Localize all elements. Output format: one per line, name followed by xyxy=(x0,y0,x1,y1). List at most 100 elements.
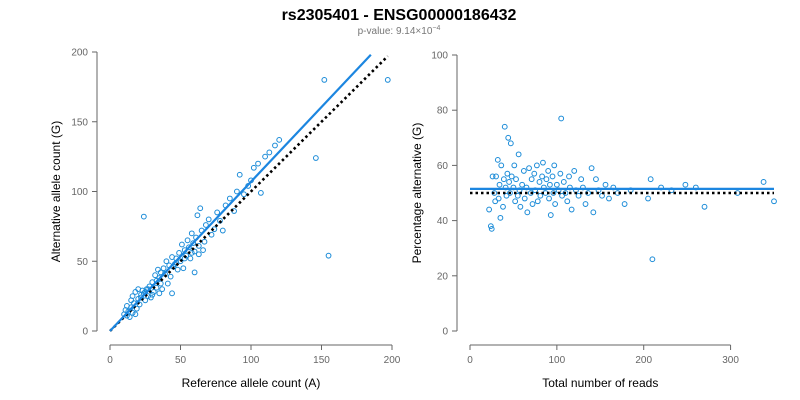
y-tick-label: 0 xyxy=(442,327,448,338)
data-point xyxy=(501,123,508,130)
data-point xyxy=(183,252,190,259)
data-point xyxy=(511,162,518,169)
data-point xyxy=(524,209,531,216)
x-tick-label: 200 xyxy=(384,355,401,366)
data-point xyxy=(487,223,494,230)
data-point xyxy=(126,314,133,320)
data-point xyxy=(129,293,136,300)
y-tick-label: 100 xyxy=(431,51,448,62)
data-point xyxy=(312,155,319,161)
data-point xyxy=(132,311,139,318)
data-point xyxy=(188,230,195,237)
data-point xyxy=(528,176,535,183)
data-point xyxy=(176,249,182,256)
data-point xyxy=(495,195,502,202)
data-point xyxy=(602,181,609,188)
data-point xyxy=(255,160,261,167)
data-point xyxy=(500,203,506,210)
data-point xyxy=(384,77,391,83)
data-point xyxy=(564,198,571,205)
y-tick-label: 20 xyxy=(437,271,449,282)
data-point xyxy=(491,190,498,196)
data-point xyxy=(140,213,147,220)
subtitle-pvalue: p-value: 9.14×10 xyxy=(358,26,433,37)
allele-count-scatter-panel: 0 50 100 150 200 0 50 100 150 200 Reference allele… xyxy=(49,48,401,391)
data-point xyxy=(164,280,171,287)
data-point xyxy=(546,195,552,202)
data-point xyxy=(503,192,510,199)
data-point xyxy=(179,241,185,248)
data-point xyxy=(272,142,278,149)
data-point xyxy=(536,179,543,185)
data-point xyxy=(521,195,528,202)
data-point xyxy=(147,294,154,301)
data-point xyxy=(606,195,612,202)
y-tick-label: 60 xyxy=(437,161,449,172)
x-tick-label: 0 xyxy=(467,355,473,366)
x-axis-label: Reference allele count (A) xyxy=(182,376,321,390)
data-point xyxy=(257,189,264,196)
data-point xyxy=(649,256,656,263)
data-point xyxy=(571,168,578,174)
data-point xyxy=(562,190,569,196)
y-tick-label: 200 xyxy=(71,48,88,59)
x-tick-label: 150 xyxy=(313,355,330,366)
data-point xyxy=(513,176,519,183)
data-point xyxy=(682,181,689,188)
x-tick-label: 100 xyxy=(549,355,566,366)
data-point xyxy=(533,162,540,169)
data-point xyxy=(593,176,599,183)
data-point xyxy=(506,179,512,185)
data-point xyxy=(195,251,202,258)
data-point xyxy=(527,190,534,196)
data-point xyxy=(545,168,552,174)
fit-line xyxy=(109,54,372,332)
data-point xyxy=(558,115,565,122)
data-point xyxy=(136,301,143,308)
data-point xyxy=(497,214,504,221)
data-point xyxy=(190,240,197,247)
data-point xyxy=(266,149,273,156)
data-point xyxy=(156,290,163,297)
data-point xyxy=(553,181,560,188)
data-point xyxy=(514,192,521,199)
data-point xyxy=(588,165,595,172)
data-point xyxy=(149,291,156,298)
data-point xyxy=(517,203,524,210)
data-point xyxy=(163,258,170,265)
y-tick-label: 80 xyxy=(437,106,449,117)
data-point xyxy=(552,201,559,207)
data-point xyxy=(194,212,201,219)
data-point xyxy=(531,170,538,177)
y-tick-label: 100 xyxy=(71,187,88,198)
data-point xyxy=(539,173,545,180)
data-point xyxy=(547,212,554,218)
data-point xyxy=(488,225,495,232)
data-point xyxy=(500,176,507,183)
data-point xyxy=(508,173,515,180)
data-point xyxy=(191,269,198,276)
data-point xyxy=(169,290,175,297)
data-point xyxy=(566,173,572,180)
x-tick-label: 100 xyxy=(243,355,260,366)
data-point xyxy=(526,165,532,172)
data-point xyxy=(200,247,206,253)
y-tick-label: 40 xyxy=(437,216,449,227)
x-axis-label: Total number of reads xyxy=(542,376,658,390)
y-tick-label: 50 xyxy=(77,257,89,268)
data-point xyxy=(537,192,544,199)
data-point xyxy=(515,151,522,158)
data-point xyxy=(234,188,240,195)
data-point xyxy=(557,170,564,177)
data-point xyxy=(205,216,212,223)
y-tick-label: 0 xyxy=(82,327,88,338)
data-point xyxy=(534,198,541,205)
reference-line xyxy=(109,55,389,332)
data-point xyxy=(155,266,161,273)
data-point xyxy=(547,181,553,188)
data-point xyxy=(560,179,567,185)
y-tick-label: 150 xyxy=(71,117,88,128)
percentage-alternative-scatter-panel: 0 100 200 300 0 20 40 60 80 100 Total number of re… xyxy=(410,51,777,390)
data-point xyxy=(492,198,499,205)
